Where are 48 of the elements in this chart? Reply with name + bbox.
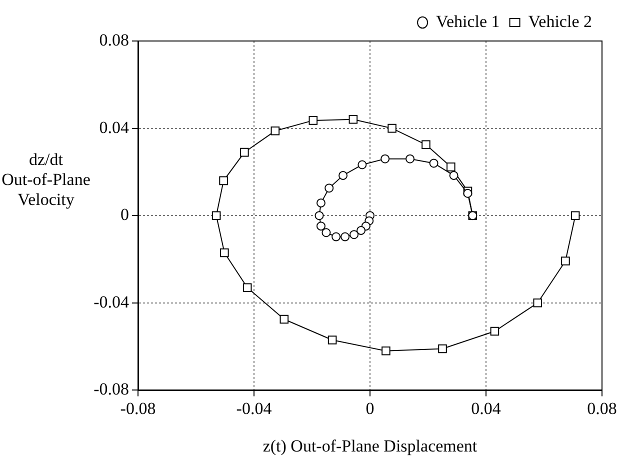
point: [382, 346, 390, 356]
point: [219, 176, 228, 186]
point: [380, 154, 390, 164]
point: [350, 230, 359, 240]
point: [220, 248, 229, 258]
legend-label: Vehicle 1: [436, 12, 500, 31]
point: [328, 336, 337, 344]
point: [490, 326, 500, 336]
point: [358, 160, 367, 170]
point: [212, 211, 221, 220]
x-tick-label: -0.04: [236, 398, 272, 418]
point: [322, 228, 331, 238]
legend-label: Vehicle 2: [528, 12, 592, 31]
y-axis-title: dz/dt Out-of-Plane Velocity: [0, 150, 92, 210]
point: [388, 124, 396, 133]
point: [406, 154, 415, 164]
point: [316, 222, 326, 231]
point: [314, 211, 324, 220]
point: [449, 170, 458, 180]
x-tick-label: 0.08: [587, 398, 617, 418]
point: [570, 211, 580, 220]
point: [338, 170, 348, 180]
point: [316, 198, 326, 208]
point: [308, 116, 318, 125]
point: [356, 226, 366, 235]
y-tick-label: 0: [120, 205, 129, 224]
point: [270, 126, 280, 136]
point: [242, 283, 252, 292]
point: [438, 344, 447, 354]
point: [348, 114, 358, 124]
y-tick-label: -0.08: [94, 380, 129, 399]
point: [324, 184, 334, 193]
point: [240, 148, 249, 157]
x-tick-label: 0: [366, 398, 374, 418]
x-tick-label: 0.04: [471, 398, 502, 418]
point: [332, 232, 341, 242]
y-tick-label: -0.04: [94, 292, 130, 312]
point: [422, 140, 430, 150]
x-axis-title: z(t) Out-of-Plane Displacement: [262, 436, 478, 456]
point: [533, 298, 542, 308]
point: [561, 256, 570, 266]
y-tick-label: 0.04: [99, 118, 130, 137]
point: [340, 232, 350, 242]
point: [446, 162, 456, 172]
point: [280, 314, 289, 324]
point: [429, 158, 438, 168]
x-tick-label: -0.08: [120, 398, 156, 418]
y-tick-label: 0.08: [99, 30, 129, 50]
